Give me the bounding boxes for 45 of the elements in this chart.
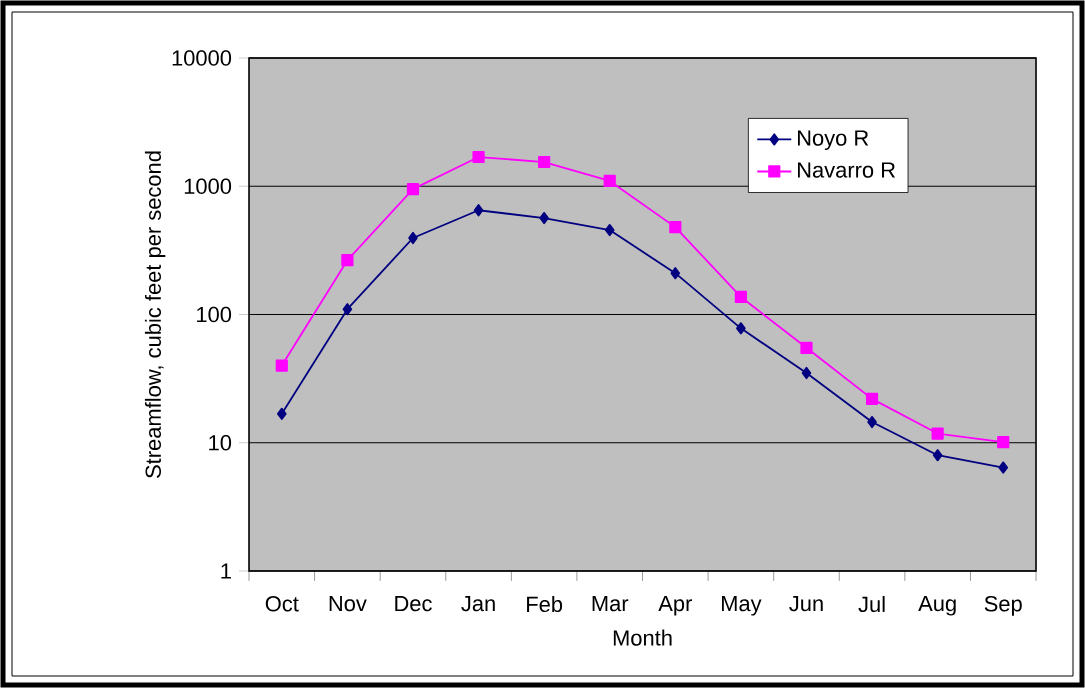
x-tick-label: Jan xyxy=(461,596,495,612)
point xyxy=(472,150,485,164)
x-tick-label: Aug xyxy=(918,596,956,616)
x-tick-label: May xyxy=(722,596,762,616)
x-tick-label: Jul xyxy=(858,596,885,613)
x-axis-title: Month xyxy=(613,629,672,646)
point xyxy=(406,183,420,196)
point xyxy=(997,436,1010,449)
y-tick-label: 100 xyxy=(197,306,232,323)
point xyxy=(736,322,746,335)
point xyxy=(539,211,549,225)
y-tick-label: 1000 xyxy=(184,178,232,195)
point xyxy=(604,224,615,237)
point xyxy=(408,231,418,245)
point xyxy=(800,341,813,354)
point xyxy=(931,427,944,440)
point xyxy=(538,155,551,169)
x-tick-label: Sep xyxy=(984,596,1022,616)
x-tick-label: Apr xyxy=(658,596,692,616)
point xyxy=(669,221,682,234)
point xyxy=(734,290,747,304)
point xyxy=(932,449,943,462)
point xyxy=(998,461,1009,474)
point xyxy=(867,415,877,429)
y-tick-label: 10 xyxy=(209,435,232,451)
y-tick-label: 10000 xyxy=(172,50,232,66)
point xyxy=(341,254,354,267)
x-tick-label: Oct xyxy=(265,596,299,612)
x-tick-label: Jun xyxy=(789,596,823,612)
y-axis-title: Streamflow, cubic feet per second xyxy=(144,151,166,478)
point xyxy=(865,392,879,405)
x-tick-label: Mar xyxy=(592,596,629,612)
point xyxy=(603,174,616,188)
point xyxy=(670,267,681,280)
legend-label: Navarro R xyxy=(797,162,895,178)
point xyxy=(473,204,484,217)
legend-label: Noyo R xyxy=(797,130,869,151)
x-tick-label: Feb xyxy=(527,596,563,613)
point xyxy=(277,407,287,420)
y-tick-label: 1 xyxy=(221,563,231,579)
point xyxy=(801,366,812,380)
point xyxy=(342,303,353,316)
x-tick-label: Dec xyxy=(395,596,432,612)
point xyxy=(275,359,288,372)
x-tick-label: Nov xyxy=(329,596,367,612)
